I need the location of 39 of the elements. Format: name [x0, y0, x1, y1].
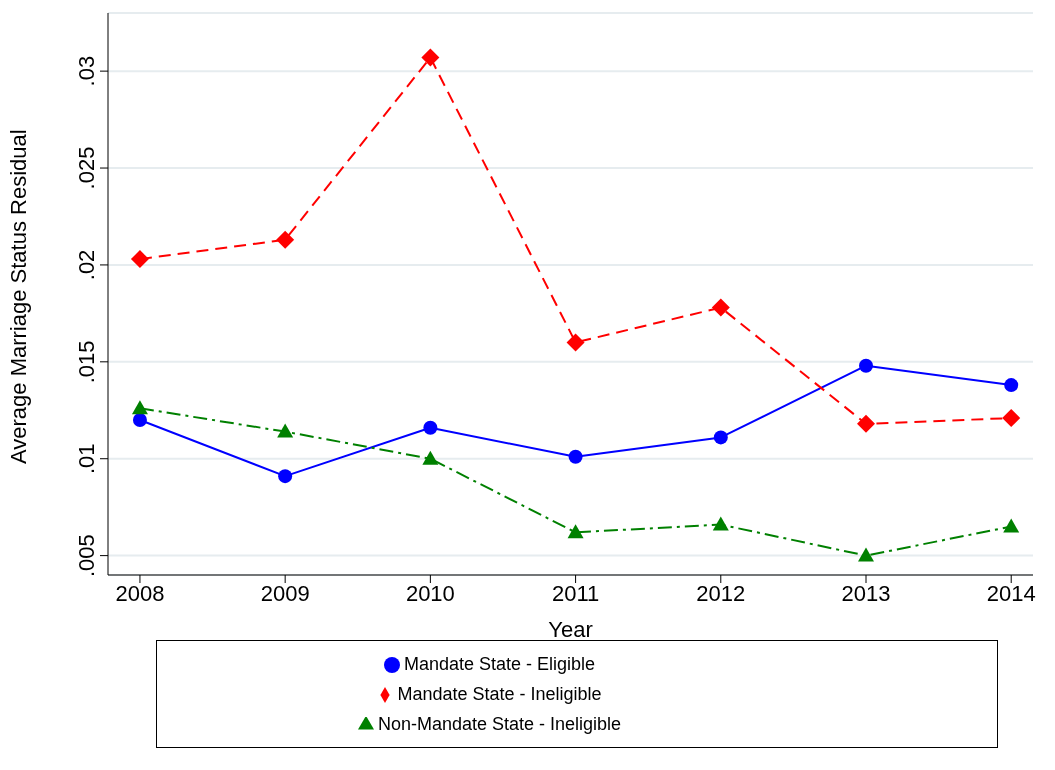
- point: [858, 547, 875, 562]
- x-tick-label: 2009: [260, 580, 310, 606]
- x-tick-label: 2011: [551, 580, 600, 606]
- point: [276, 230, 295, 249]
- point: [421, 48, 440, 67]
- y-tick-label: .02: [74, 249, 99, 281]
- legend-label: Non-Mandate State - Ineligible: [377, 714, 622, 734]
- point: [130, 250, 149, 269]
- point: [423, 420, 438, 435]
- point: [568, 449, 583, 464]
- x-tick-label: 2014: [986, 580, 1036, 606]
- point: [1002, 409, 1021, 428]
- x-axis-title: Year: [548, 617, 593, 642]
- point: [857, 414, 876, 433]
- x-tick-label: 2010: [405, 580, 455, 606]
- point: [277, 423, 294, 438]
- x-tick-label: 2012: [696, 580, 746, 606]
- point: [712, 516, 729, 531]
- x-tick-label: 2008: [115, 580, 165, 606]
- y-tick-label: .01: [74, 443, 99, 475]
- point: [713, 430, 728, 445]
- y-tick-label: .025: [74, 146, 99, 190]
- y-axis-title: Average Marriage Status Residual: [5, 129, 31, 464]
- point: [422, 450, 439, 465]
- point: [566, 333, 585, 352]
- y-tick-label: .005: [74, 534, 99, 578]
- point: [1004, 378, 1019, 393]
- y-tick-label: .03: [74, 55, 99, 87]
- point: [711, 298, 730, 317]
- y-tick-label: .015: [74, 340, 99, 384]
- point: [567, 524, 584, 539]
- point: [132, 412, 147, 427]
- point: [278, 469, 293, 484]
- point: [131, 400, 148, 415]
- legend-label: Mandate State - Ineligible: [397, 684, 602, 704]
- point: [859, 358, 874, 373]
- legend-label: Mandate State - Eligible: [403, 654, 596, 674]
- point: [1003, 518, 1020, 533]
- x-tick-label: 2013: [841, 580, 891, 606]
